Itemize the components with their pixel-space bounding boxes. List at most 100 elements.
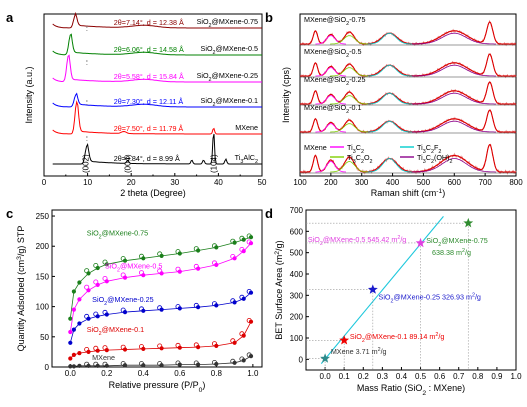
desorption-point (211, 301, 217, 307)
raman-raw-0 (299, 19, 517, 47)
bet-point-label: SiO2@MXene-0.75 (426, 236, 487, 248)
x-tick-label: 0.6 (174, 369, 186, 378)
adsorption-point (196, 248, 201, 253)
desorption-point (157, 361, 163, 367)
adsorption-point (71, 364, 76, 369)
adsorption-point (122, 347, 128, 352)
x-tick-label: 200 (324, 178, 338, 187)
desorption-point (93, 279, 99, 285)
x-tick-label: 10 (83, 178, 92, 187)
y-axis-label: Intensity (cps) (281, 67, 291, 123)
adsorption-point (122, 275, 128, 280)
desorption-point (84, 313, 90, 319)
x-tick-label: 0.2 (358, 372, 370, 381)
x-tick-label: 30 (170, 178, 179, 187)
y-axis-label: Quantity Adsorbed (cm3/g) STP (16, 226, 27, 352)
raman-component (330, 67, 368, 77)
x-tick-label: 100 (293, 178, 307, 187)
series-name-label: SiO2@MXene-0.25 (197, 71, 258, 83)
x-tick-label: 0.7 (453, 372, 465, 381)
desorption-point (246, 239, 252, 245)
plot-frame (299, 13, 517, 177)
desorption-point (246, 288, 252, 294)
desorption-point (193, 360, 199, 366)
adsorption-point (141, 273, 146, 278)
adsorption-point (86, 349, 91, 354)
bet-point-label: SiO2@MXene-0.1 89.14 m2/g (350, 332, 444, 344)
x-tick-label: 500 (417, 178, 431, 187)
raman-fit-1 (300, 53, 516, 77)
desorption-point (102, 309, 108, 315)
plot-frame (51, 209, 263, 368)
bet-point-star (415, 237, 426, 248)
bet-point-star (339, 335, 350, 345)
adsorption-point (177, 269, 182, 274)
desorption-point (93, 345, 99, 351)
peak-annotation: 2θ=9.84°, d = 8.99 Å (114, 154, 180, 163)
y-tick-label: 500 (290, 249, 304, 258)
bet-point-label: MXene 3.71 m2/g (331, 347, 387, 356)
x-tick-label: 400 (386, 178, 400, 187)
raman-fit-2 (300, 81, 516, 105)
x-tick-label: 0.1 (339, 372, 351, 381)
adsorption-point (196, 266, 201, 271)
adsorption-point (196, 345, 201, 350)
x-tick-label: 1.0 (510, 372, 522, 381)
xrd-curve-5 (52, 133, 262, 165)
desorption-point (138, 253, 144, 259)
adsorption-point (241, 333, 246, 338)
x-tick-label: 0.2 (101, 369, 113, 378)
y-tick-label: 600 (290, 227, 304, 236)
desorption-point (239, 235, 245, 241)
x-axis-label: Raman shift (cm-1) (371, 188, 446, 199)
adsorption-point (68, 340, 73, 345)
desorption-point (120, 256, 126, 262)
desorption-point (193, 263, 199, 269)
adsorption-point (71, 327, 76, 332)
desorption-point (230, 298, 236, 304)
plot-frame (305, 209, 517, 371)
legend-label: Ti3C2(OH)2 (417, 153, 453, 165)
raman-raw-4 (299, 143, 517, 175)
desorption-point (157, 305, 163, 311)
peak-annotation: 2θ=5.58°, d = 15.84 Å (114, 72, 184, 81)
raman-fit-3 (300, 109, 516, 133)
desorption-point (239, 246, 245, 252)
series-label: SiO2@MXene-0.1 (87, 325, 144, 337)
bet-point-label: 638.38 m2/g (432, 248, 471, 257)
raman-component (330, 123, 368, 133)
desorption-point (138, 361, 144, 367)
peak-annotation: 2θ=7.50°, d = 11.79 Å (114, 124, 184, 133)
peak-annotation: 2θ=6.06°, d = 14.58 Å (114, 45, 184, 54)
desorption-point (84, 268, 90, 274)
hkl-label: (004) (124, 154, 133, 173)
adsorption-point (77, 351, 82, 356)
adsorption-point (68, 364, 73, 369)
desorption-point (102, 361, 108, 367)
desorption-point (84, 346, 90, 352)
bet-point-star (367, 284, 378, 294)
x-tick-label: 1.0 (247, 369, 259, 378)
desorption-point (120, 344, 126, 350)
y-tick-label: 200 (36, 242, 50, 251)
desorption-point (102, 275, 108, 281)
xrd-curve-4 (52, 100, 262, 135)
series-label: SiO2@MXene-0.25 (92, 295, 153, 307)
y-tick-label: 300 (290, 291, 304, 300)
desorption-point (120, 361, 126, 367)
desorption-point (175, 249, 181, 255)
raman-component (366, 158, 413, 173)
desorption-point (230, 358, 236, 364)
adsorption-point (232, 340, 237, 345)
panel-c-isotherm: c 0.0 0.2 0.4 0.6 0.8 1.0 0 50 100 150 200 250 Relati… (6, 206, 263, 394)
raman-component (366, 92, 413, 105)
adsorption-point (104, 262, 109, 267)
y-axis-label: Intensity (a.u.) (24, 66, 34, 123)
adsorption-point (104, 348, 109, 353)
y-tick-label: 200 (290, 313, 304, 322)
x-tick-label: 0.6 (434, 372, 446, 381)
x-tick-label: 600 (448, 178, 462, 187)
raman-raw-2 (299, 80, 517, 107)
x-tick-label: 0.3 (377, 372, 389, 381)
